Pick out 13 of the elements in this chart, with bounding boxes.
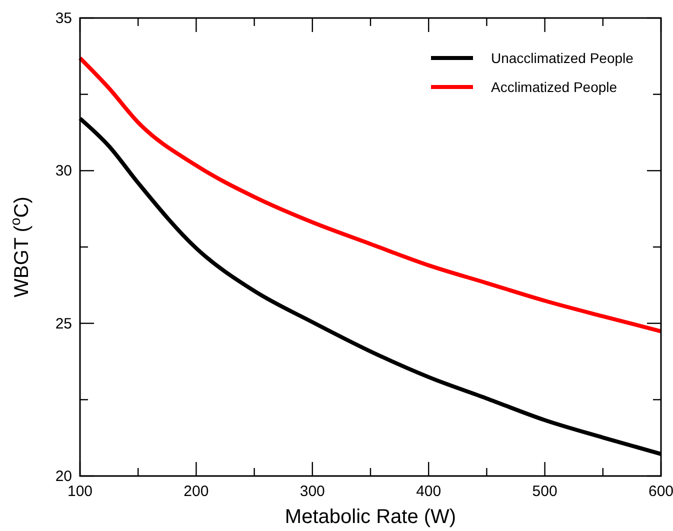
x-tick-label: 600 <box>648 483 673 500</box>
x-tick-label: 500 <box>532 483 558 500</box>
x-tick-label: 400 <box>416 483 442 500</box>
x-tick-label: 100 <box>67 483 93 500</box>
y-tick-label: 35 <box>55 10 72 27</box>
x-axis-title: Metabolic Rate (W) <box>284 506 456 528</box>
y-tick-label: 30 <box>55 162 72 180</box>
legend-label: Acclimatized People <box>491 79 618 95</box>
x-tick-label: 200 <box>184 483 209 500</box>
y-tick-label: 25 <box>55 315 72 332</box>
y-tick-label: 20 <box>55 468 72 485</box>
legend-label: Unacclimatized People <box>491 50 634 66</box>
x-tick-label: 300 <box>300 483 325 500</box>
